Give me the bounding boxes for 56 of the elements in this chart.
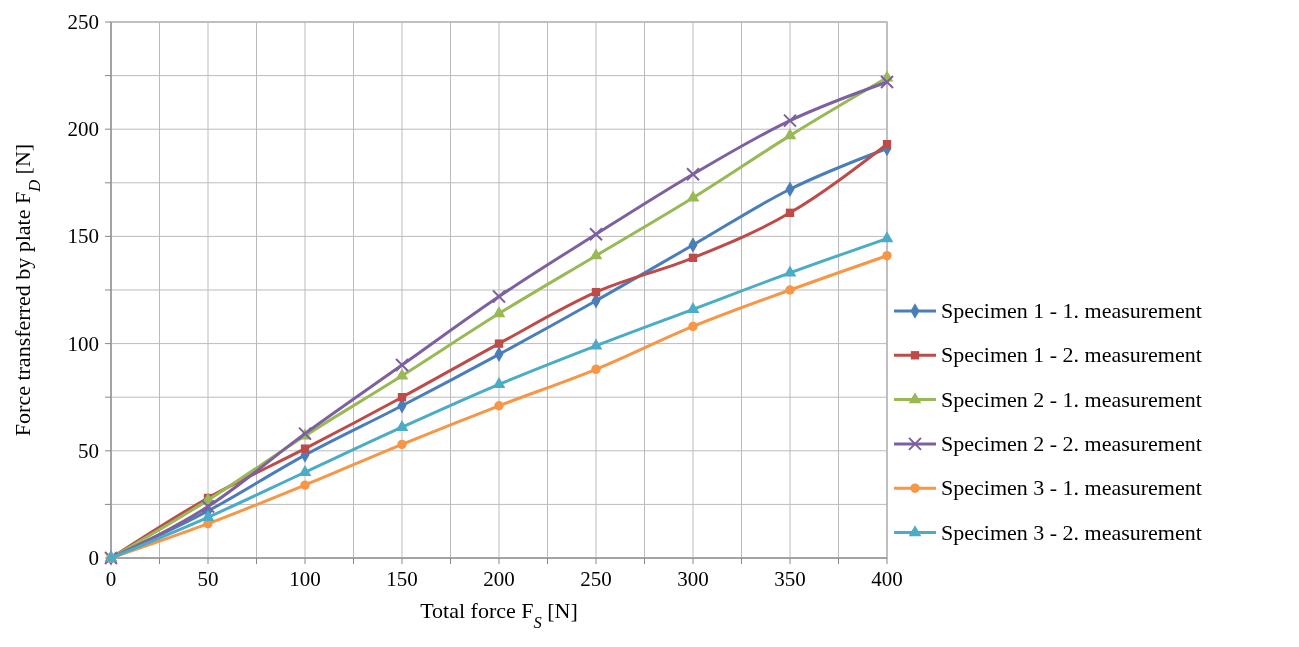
point xyxy=(201,499,215,514)
point xyxy=(201,509,215,521)
x-tick-label: 50 xyxy=(197,567,219,591)
x-tick-label: 300 xyxy=(677,567,709,591)
point xyxy=(492,289,506,304)
y-tick-label: 50 xyxy=(78,438,99,463)
y-tick-label: 200 xyxy=(67,117,99,142)
point xyxy=(395,419,409,431)
y-tick-label: 0 xyxy=(88,546,99,570)
point xyxy=(880,231,894,243)
point xyxy=(589,338,603,350)
legend-label: Specimen 3 - 1. measurement xyxy=(941,475,1202,501)
point xyxy=(589,248,603,260)
point xyxy=(300,480,310,490)
point xyxy=(591,364,601,375)
point xyxy=(492,306,506,318)
point xyxy=(880,75,894,90)
point xyxy=(300,444,310,453)
point xyxy=(783,113,797,128)
x-tick-label: 200 xyxy=(483,567,515,591)
y-tick-label: 150 xyxy=(67,224,99,249)
point xyxy=(395,368,409,380)
point xyxy=(589,227,603,242)
point xyxy=(783,128,797,140)
point xyxy=(397,439,407,450)
point xyxy=(492,376,506,389)
point xyxy=(397,393,407,402)
x-tick-label: 150 xyxy=(386,567,418,591)
point xyxy=(785,208,795,217)
legend-label: Specimen 1 - 2. measurement xyxy=(941,342,1202,368)
y-tick-label: 100 xyxy=(67,331,99,356)
point xyxy=(591,287,601,297)
point xyxy=(686,190,700,202)
point xyxy=(783,265,797,277)
legend-label: Specimen 2 - 2. measurement xyxy=(941,430,1202,456)
point xyxy=(298,464,312,476)
legend-label: Specimen 1 - 1. measurement xyxy=(941,298,1202,323)
x-tick-label: 0 xyxy=(105,567,117,591)
x-tick-label: 100 xyxy=(289,567,321,591)
legend-label: Specimen 2 - 1. measurement xyxy=(941,386,1202,412)
point xyxy=(882,250,892,261)
x-tick-label: 350 xyxy=(774,567,806,591)
point xyxy=(494,401,504,411)
legend-label: Specimen 3 - 2. measurement xyxy=(941,519,1202,545)
y-tick-label: 250 xyxy=(67,10,99,34)
point xyxy=(494,339,504,348)
point xyxy=(686,301,700,313)
point xyxy=(395,358,409,373)
point xyxy=(882,140,892,149)
x-tick-label: 400 xyxy=(871,567,903,591)
x-tick-label: 250 xyxy=(580,567,612,591)
point xyxy=(785,285,795,295)
point xyxy=(688,321,698,332)
x-axis-title: Total force F$_{S}$ [N] xyxy=(420,598,578,632)
point xyxy=(688,253,698,263)
point xyxy=(686,167,700,182)
